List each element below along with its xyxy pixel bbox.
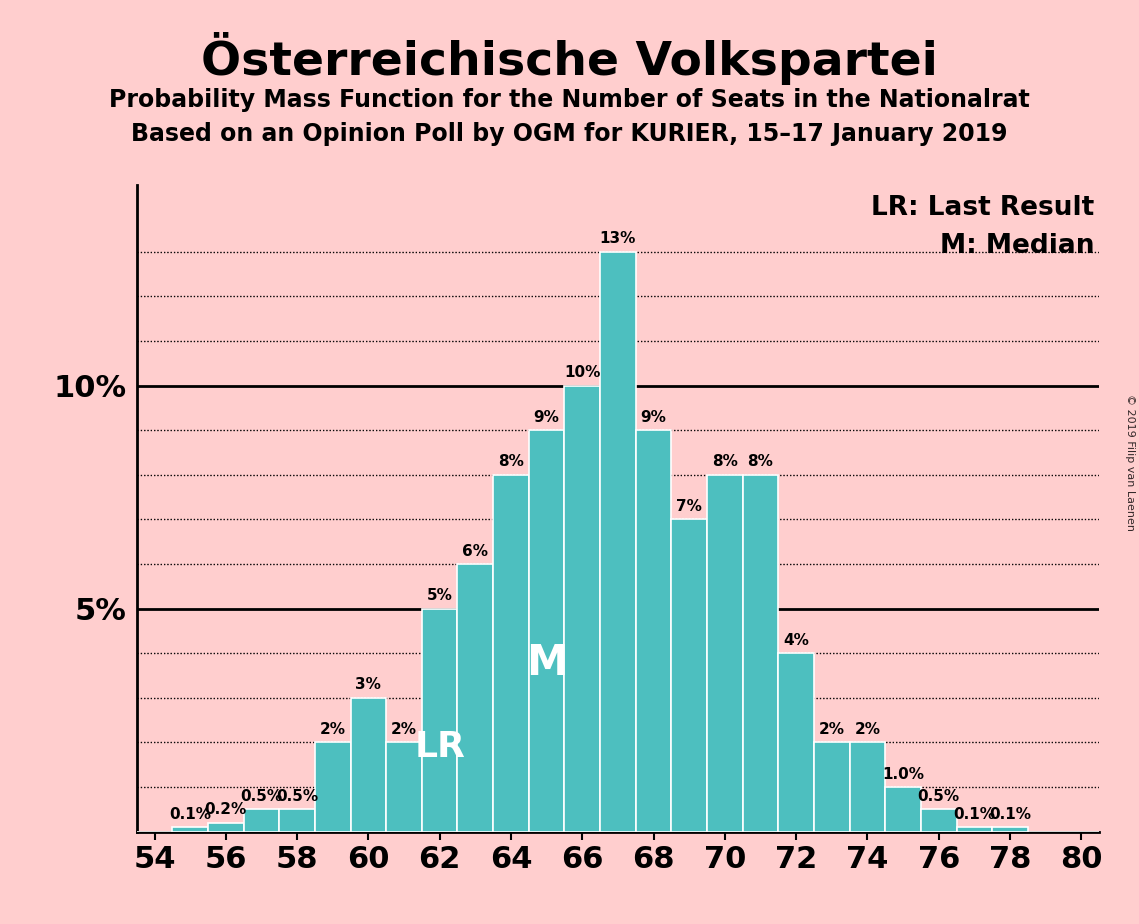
Text: Based on an Opinion Poll by OGM for KURIER, 15–17 January 2019: Based on an Opinion Poll by OGM for KURI… <box>131 122 1008 146</box>
Text: 8%: 8% <box>712 455 738 469</box>
Bar <box>636 431 671 832</box>
Bar <box>565 385 600 832</box>
Text: LR: LR <box>415 730 465 764</box>
Bar <box>528 431 565 832</box>
Text: 1.0%: 1.0% <box>882 767 924 782</box>
Bar <box>314 742 351 832</box>
Text: 0.5%: 0.5% <box>240 789 282 804</box>
Bar <box>814 742 850 832</box>
Text: 10%: 10% <box>564 365 600 380</box>
Text: © 2019 Filip van Laenen: © 2019 Filip van Laenen <box>1125 394 1134 530</box>
Text: Probability Mass Function for the Number of Seats in the Nationalrat: Probability Mass Function for the Number… <box>109 88 1030 112</box>
Bar <box>778 653 814 832</box>
Bar <box>743 475 778 832</box>
Text: 9%: 9% <box>534 409 559 425</box>
Text: 4%: 4% <box>784 633 809 648</box>
Text: 0.1%: 0.1% <box>170 807 211 821</box>
Text: 6%: 6% <box>462 543 489 559</box>
Text: 0.1%: 0.1% <box>989 807 1031 821</box>
Text: 0.2%: 0.2% <box>205 802 247 818</box>
Bar <box>493 475 528 832</box>
Text: 2%: 2% <box>320 722 346 737</box>
Text: 8%: 8% <box>498 455 524 469</box>
Bar <box>671 519 707 832</box>
Text: 2%: 2% <box>819 722 845 737</box>
Text: LR: Last Result: LR: Last Result <box>871 194 1095 221</box>
Bar <box>921 809 957 832</box>
Bar <box>850 742 885 832</box>
Text: 0.1%: 0.1% <box>953 807 995 821</box>
Bar <box>172 827 208 832</box>
Text: 13%: 13% <box>600 231 636 247</box>
Text: 9%: 9% <box>640 409 666 425</box>
Text: Österreichische Volkspartei: Österreichische Volkspartei <box>202 32 937 85</box>
Bar <box>279 809 314 832</box>
Text: 2%: 2% <box>854 722 880 737</box>
Text: 5%: 5% <box>427 589 452 603</box>
Text: M: M <box>526 642 567 684</box>
Bar <box>957 827 992 832</box>
Bar <box>421 609 458 832</box>
Bar <box>885 787 921 832</box>
Text: 0.5%: 0.5% <box>918 789 960 804</box>
Bar <box>992 827 1027 832</box>
Text: 3%: 3% <box>355 677 382 692</box>
Text: 8%: 8% <box>747 455 773 469</box>
Text: M: Median: M: Median <box>940 233 1095 260</box>
Text: 0.5%: 0.5% <box>276 789 318 804</box>
Text: 7%: 7% <box>677 499 702 514</box>
Bar <box>386 742 421 832</box>
Bar <box>458 564 493 832</box>
Bar <box>351 698 386 832</box>
Text: 2%: 2% <box>391 722 417 737</box>
Bar <box>244 809 279 832</box>
Bar <box>707 475 743 832</box>
Bar <box>208 822 244 832</box>
Bar <box>600 251 636 832</box>
